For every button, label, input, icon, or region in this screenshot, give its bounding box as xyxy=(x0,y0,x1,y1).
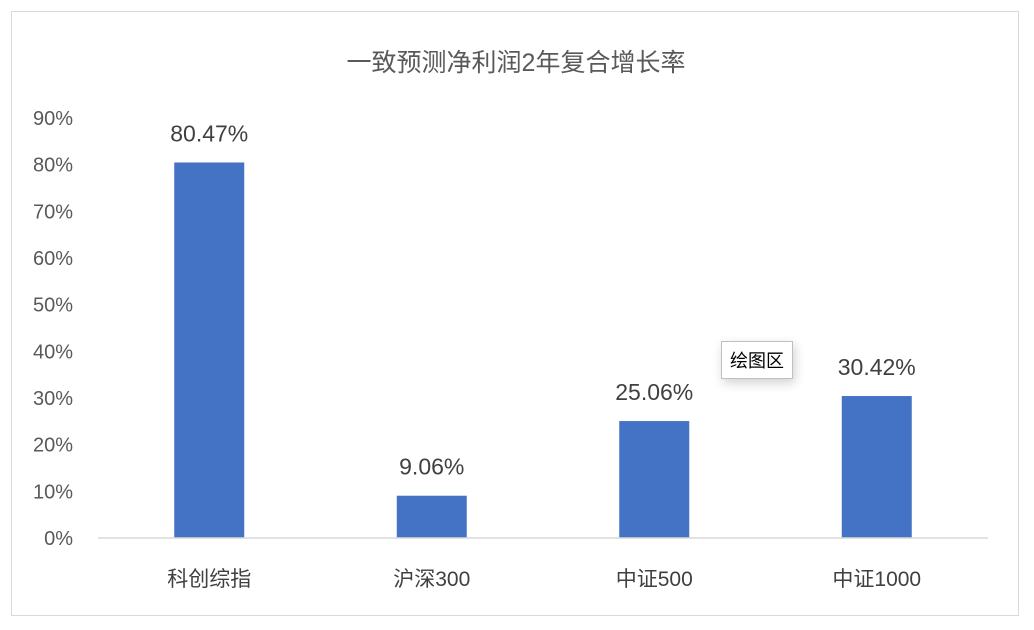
x-tick-label: 沪深300 xyxy=(393,568,470,591)
plot-area-tooltip: 绘图区 xyxy=(721,341,793,379)
y-tick-label: 30% xyxy=(33,388,73,410)
y-tick-label: 90% xyxy=(33,108,73,130)
y-tick-label: 40% xyxy=(33,341,73,363)
y-tick-label: 80% xyxy=(33,155,73,177)
y-tick-label: 20% xyxy=(33,435,73,457)
x-tick-label: 中证500 xyxy=(616,568,693,591)
y-axis: 0% 10% 20% 30% 40% 50% 60% 70% 80% 90% xyxy=(33,108,73,550)
data-label: 80.47% xyxy=(170,120,248,146)
data-label: 25.06% xyxy=(615,379,693,405)
bar[interactable] xyxy=(396,495,467,538)
y-tick-label: 70% xyxy=(33,201,73,223)
bar[interactable] xyxy=(841,396,912,538)
y-tick-label: 50% xyxy=(33,295,73,317)
data-label: 30.42% xyxy=(838,354,916,380)
x-tick-label: 科创综指 xyxy=(167,568,251,591)
plot-area[interactable]: 80.47% 科创综指 9.06% 沪深300 25.06% 中证500 30.42% 中证1… xyxy=(167,120,921,591)
y-tick-label: 0% xyxy=(44,528,73,550)
bar[interactable] xyxy=(619,421,690,538)
x-tick-label: 中证1000 xyxy=(832,568,921,591)
y-tick-label: 60% xyxy=(33,248,73,270)
chart-title: 一致预测净利润2年复合增长率 xyxy=(347,49,686,77)
chart-area[interactable] xyxy=(11,11,1019,616)
data-label: 9.06% xyxy=(399,454,464,480)
bar[interactable] xyxy=(174,162,245,538)
y-tick-label: 10% xyxy=(33,481,73,503)
